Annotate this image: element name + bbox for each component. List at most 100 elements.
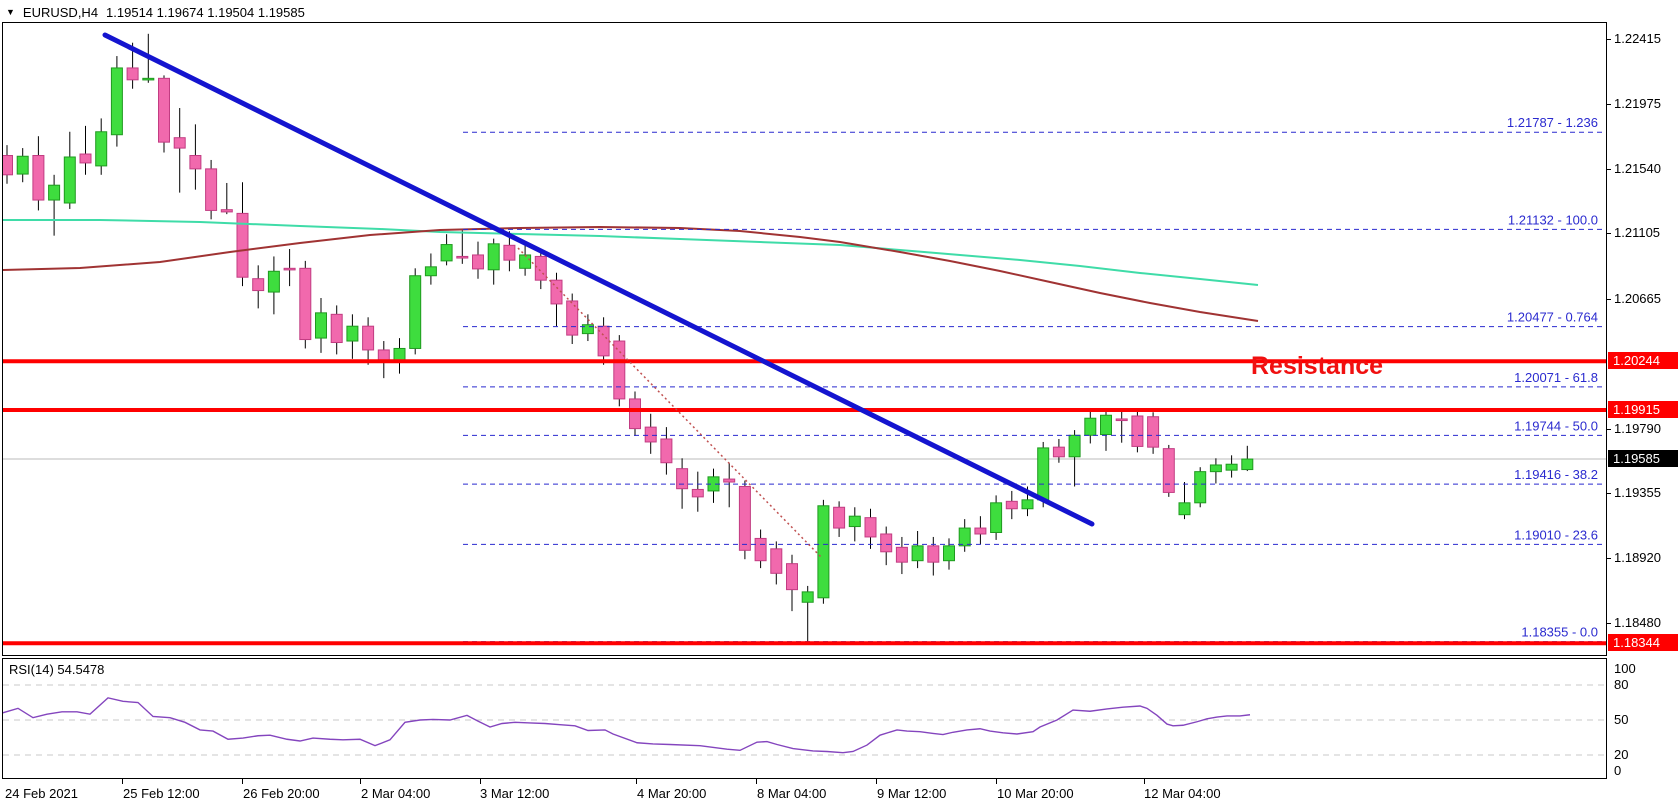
candle-bull bbox=[1068, 434, 1081, 458]
candle-bull bbox=[1037, 447, 1050, 501]
fib-level-label: 1.19010 - 23.6 bbox=[1514, 527, 1598, 542]
main-chart-pane[interactable]: 1.21787 - 1.236 1.21132 - 100.0 1.20477 - … bbox=[2, 22, 1607, 656]
candle-bull bbox=[1100, 414, 1112, 436]
candle-bear bbox=[880, 533, 893, 553]
rsi-chart[interactable] bbox=[3, 659, 1606, 778]
rsi-scale-label: 80 bbox=[1614, 677, 1629, 692]
price-tick-mark bbox=[1607, 558, 1611, 559]
candle-bear bbox=[691, 488, 704, 498]
candle-bear bbox=[503, 244, 516, 261]
candle-bear bbox=[3, 155, 13, 176]
rsi-scale-label: 50 bbox=[1614, 712, 1629, 727]
time-tick-mark bbox=[1144, 779, 1145, 784]
candle-bull bbox=[346, 325, 359, 342]
time-axis[interactable]: 24 Feb 2021 25 Feb 12:00 26 Feb 20:00 2 Mar… bbox=[0, 779, 1680, 807]
candle-bull bbox=[817, 505, 830, 599]
candle-bear bbox=[676, 468, 689, 490]
candle-bull bbox=[440, 244, 453, 262]
current-price-badge: 1.19585 bbox=[1608, 450, 1678, 467]
time-tick-mark bbox=[876, 779, 877, 784]
time-tick-label: 25 Feb 12:00 bbox=[123, 786, 200, 801]
price-tick-mark bbox=[1607, 299, 1611, 300]
time-tick-mark bbox=[756, 779, 757, 784]
candle-bear bbox=[770, 548, 783, 574]
candle-bear bbox=[1147, 416, 1160, 448]
candle-bear bbox=[362, 325, 375, 351]
fib-level-label: 1.19416 - 38.2 bbox=[1514, 467, 1598, 482]
price-axis[interactable]: 1.22415 1.21975 1.21540 1.21105 1.20665 1.197… bbox=[1607, 0, 1680, 807]
candle-bear bbox=[895, 546, 908, 563]
candle-bear bbox=[472, 254, 484, 270]
candle-bull bbox=[1084, 417, 1097, 436]
candle-bear bbox=[754, 537, 767, 562]
time-tick-label: 12 Mar 04:00 bbox=[1144, 786, 1221, 801]
candle-bull bbox=[1178, 502, 1191, 516]
candle-bull bbox=[48, 184, 61, 201]
descending-trendline[interactable] bbox=[102, 32, 1095, 527]
time-tick-label: 4 Mar 20:00 bbox=[637, 786, 707, 801]
price-tick-mark bbox=[1607, 429, 1611, 430]
price-tick-label: 1.19355 bbox=[1614, 485, 1661, 500]
resistance-label: Resistance bbox=[1251, 352, 1384, 380]
candle-bull bbox=[487, 243, 500, 271]
candle-bear bbox=[1115, 418, 1128, 422]
candle-bear bbox=[1052, 446, 1065, 458]
candle-bull bbox=[958, 527, 971, 547]
candle-bull bbox=[1209, 464, 1222, 473]
time-tick-label: 2 Mar 04:00 bbox=[361, 786, 431, 801]
rsi-scale-label: 100 bbox=[1614, 661, 1636, 676]
price-tick-mark bbox=[1607, 169, 1611, 170]
moving-average-darkred bbox=[3, 225, 1259, 322]
price-tick-label: 1.18480 bbox=[1614, 615, 1661, 630]
candle-bear bbox=[833, 506, 846, 529]
rsi-indicator-label: RSI(14) 54.5478 bbox=[9, 662, 105, 677]
price-tick-mark bbox=[1607, 233, 1611, 234]
level-price-badge: 1.18344 bbox=[1608, 634, 1678, 651]
candle-bear bbox=[330, 313, 343, 344]
fib-level-label: 1.19744 - 50.0 bbox=[1514, 418, 1598, 433]
price-tick-label: 1.20665 bbox=[1614, 291, 1661, 306]
candle-bull bbox=[16, 155, 29, 175]
price-tick-label: 1.21975 bbox=[1614, 96, 1661, 111]
candle-bull bbox=[581, 324, 594, 335]
level-price-badge: 1.19915 bbox=[1608, 401, 1678, 418]
candlestick-chart[interactable]: 1.21787 - 1.236 1.21132 - 100.0 1.20477 - … bbox=[3, 23, 1606, 655]
candle-bear bbox=[32, 155, 45, 201]
time-tick-label: 8 Mar 04:00 bbox=[757, 786, 827, 801]
candle-bear bbox=[534, 255, 547, 281]
candle-bear bbox=[974, 527, 987, 535]
candle-bear bbox=[644, 426, 657, 443]
price-tick-label: 1.19790 bbox=[1614, 421, 1661, 436]
candle-bear bbox=[629, 398, 641, 430]
fib-level-label: 1.18355 - 0.0 bbox=[1521, 625, 1598, 640]
one-click-trading-arrow-icon[interactable]: ▼ bbox=[6, 6, 15, 17]
candle-bear bbox=[79, 153, 92, 164]
candle-bull bbox=[1225, 463, 1238, 471]
candle-bear bbox=[283, 267, 296, 271]
candle-bear bbox=[566, 300, 579, 336]
candle-bear bbox=[173, 137, 186, 149]
time-tick-mark bbox=[360, 779, 361, 784]
candle-bear bbox=[456, 255, 469, 259]
price-tick-mark bbox=[1607, 623, 1611, 624]
price-tick-label: 1.21105 bbox=[1614, 225, 1661, 240]
time-tick-label: 24 Feb 2021 bbox=[5, 786, 79, 801]
candle-bull bbox=[95, 131, 108, 167]
candle-bear bbox=[927, 545, 940, 563]
candle-bull bbox=[911, 545, 924, 562]
chart-title-symbol: EURUSD,H4 bbox=[22, 4, 99, 20]
rsi-line bbox=[3, 697, 1251, 754]
rsi-indicator-pane[interactable]: RSI(14) 54.5478 bbox=[2, 658, 1607, 779]
candle-bear bbox=[158, 77, 170, 143]
price-tick-mark bbox=[1607, 39, 1611, 40]
fib-level-label: 1.21787 - 1.236 bbox=[1507, 115, 1598, 130]
candle-bull bbox=[142, 77, 155, 81]
candle-bear bbox=[205, 168, 218, 211]
candle-bear bbox=[738, 485, 751, 551]
candle-bull bbox=[1241, 458, 1254, 471]
dotted-decline-line bbox=[517, 247, 823, 559]
fib-level-label: 1.21132 - 100.0 bbox=[1508, 212, 1598, 227]
chart-title-bar: ▼ EURUSD,H4 1.19514 1.19674 1.19504 1.19… bbox=[6, 4, 305, 20]
candle-bull bbox=[110, 67, 123, 136]
